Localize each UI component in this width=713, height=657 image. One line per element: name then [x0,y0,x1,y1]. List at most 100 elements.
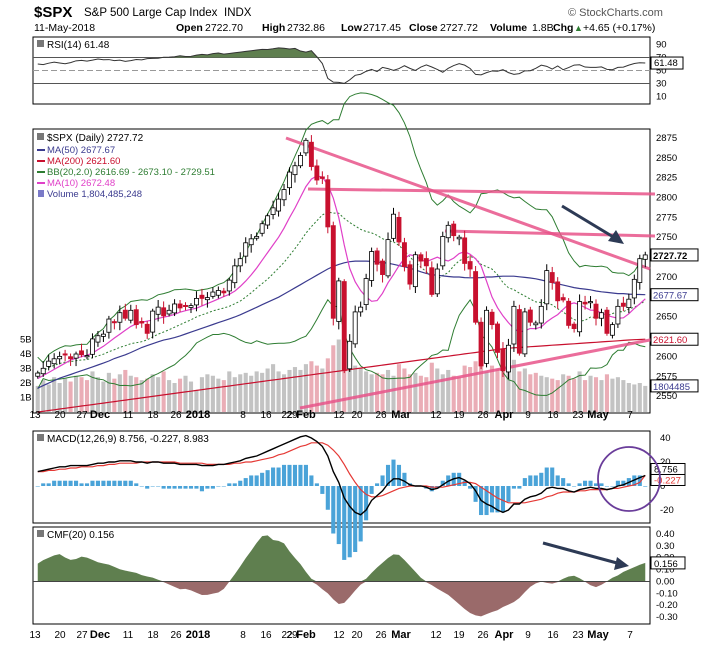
legend-bb: BB(20,2.0) 2616.69 - 2673.10 - 2729.51 [47,167,215,178]
volume-bar [418,375,423,412]
legend-volume: Volume 1,804,485,248 [47,189,142,200]
macd-hist-bar [309,475,314,486]
macd-hist-bar [238,480,243,486]
x-tick-label: 9 [525,410,531,421]
macd-hist-label: -0.227 [654,475,681,486]
volume-bar [156,377,161,412]
volume-bar [550,378,555,412]
volume-bar [112,378,117,412]
macd-hist-bar [369,486,374,494]
macd-hist-bar [533,475,538,486]
cmf-negative-area [37,581,646,617]
volume-bar [599,380,604,412]
candle-down [199,294,205,299]
macd-hist-bar [79,483,84,486]
candle-down [527,309,533,323]
volume-bar [446,369,451,412]
candle-down [582,301,588,305]
volume-bar [331,345,336,412]
candle-up [347,340,353,370]
candle-up [385,239,391,277]
macd-hist-bar [353,486,358,552]
candle-down [418,254,424,262]
volume-bar [271,364,276,412]
last-price-label-box [650,248,699,262]
candle-up [204,297,210,301]
volume-bar [511,359,516,412]
volume-bar [347,356,352,412]
price-tick: 2700 [656,272,677,283]
macd-hist-bar [46,483,51,486]
volume-bar [566,375,571,412]
x-tick-label: 12 [333,410,345,421]
volume-bar [63,378,68,412]
volume-bar [95,377,100,412]
x-tick-label: 20 [54,630,66,641]
x-tick-label: 12 [430,630,442,641]
cmf-tick: 0.30 [656,541,675,552]
ma200-line [37,338,646,413]
volume-bar [205,374,210,412]
macd-hist-bar [593,483,599,486]
macd-title-box: MACD(12,26,9) 8.756, -0.227, 8.983 [36,432,248,445]
macd-hist-bar [522,478,527,486]
candle-up [615,305,621,325]
candle-up [232,265,238,284]
volume-bar [407,374,412,412]
volume-bar [276,371,281,412]
candle-up [237,258,243,267]
volume-bar [342,348,347,412]
cmf-plot: 0.400.300.200.100.00-0.10-0.20-0.300.156 [33,529,686,623]
macd-hist-bar [550,467,555,486]
volume-label: Volume [490,22,527,34]
x-tick-label: 11 [123,410,134,421]
x-tick-label: 23 [572,410,584,421]
price-title: $SPX (Daily) 2727.72 [47,133,144,144]
price-tick: 2875 [656,133,677,144]
macd-hist-bar [385,464,391,486]
rsi-title-box: RSI(14) 61.48 [36,38,140,51]
x-tick-label: 18 [147,410,159,421]
macd-hist-bar [35,486,40,487]
x-tick-label: 29 [286,410,298,421]
candle-up [194,298,199,306]
macd-hist-bar [73,480,79,486]
candle-up [456,236,462,240]
macd-hist-bar [396,464,402,486]
macd-title: MACD(12,26,9) 8.756, -0.227, 8.983 [47,434,209,445]
macd-hist-bar [134,483,139,486]
macd-hist-bar [610,486,615,487]
exchange-label: INDX [224,7,252,19]
volume-bar [479,365,484,412]
macd-hist-bar [375,483,380,486]
x-tick-label: 13 [29,410,41,421]
x-tick-label: Apr [495,629,515,641]
volume-bar [183,375,188,412]
candle-up [544,270,550,305]
candle-down [122,309,128,319]
candle-down [139,321,145,324]
macd-hist-bar [331,486,336,534]
macd-hist-bar [473,486,478,502]
cmf-positive-area [37,535,646,582]
macd-tick: 0 [660,481,665,492]
candle-up [505,344,511,373]
rsi-plot: 907050301061.48 [33,40,684,103]
x-tick-label: 26 [170,630,182,641]
cmf-arrow-head [614,557,629,570]
x-tick-label: May [587,629,609,641]
candle-up [642,254,648,260]
cmf-last-label: 0.156 [654,559,678,570]
volume-bar [593,377,599,412]
candle-up [254,236,260,239]
low-value: 2717.45 [363,22,401,34]
volume-bar [489,365,495,412]
volume-bar [84,380,90,412]
volume-bar [57,383,62,412]
x-tick-label: May [587,409,609,421]
macd-hist-bar [84,483,90,486]
candle-down [423,258,429,267]
volume-bar [632,384,637,412]
